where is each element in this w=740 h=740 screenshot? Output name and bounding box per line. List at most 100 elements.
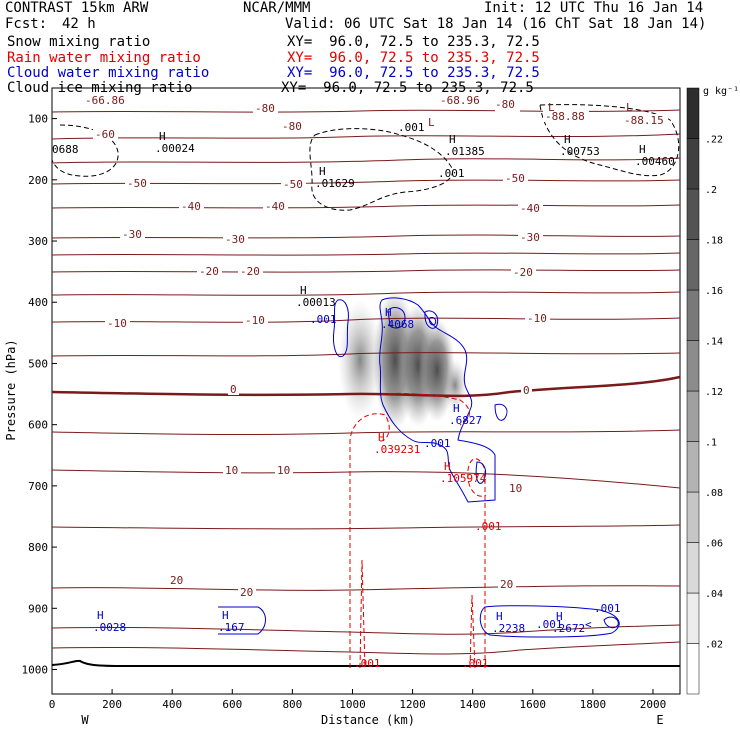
x-tick-label: 1200: [399, 698, 426, 711]
isotherm-plus-20: [52, 585, 680, 591]
cloud-water-contours: [218, 297, 620, 638]
isotherm-label-text: -10: [245, 314, 265, 327]
maximum-label: H.2238: [492, 610, 525, 635]
cloud-water-east-cell: [494, 403, 508, 421]
isotherm-label-bg: [525, 312, 550, 324]
isotherm-label: -80: [253, 102, 278, 115]
isotherm-label-bg: [275, 464, 293, 476]
isotherm-label-text: 0: [230, 383, 237, 396]
x-tick-label: 600: [222, 698, 242, 711]
colorbar: .02 .04 .06 .08 .1 .12 .14 .16 .18 .2 .22: [686, 87, 723, 695]
x-tick-label: 0: [49, 698, 56, 711]
maximum-mark: H: [300, 284, 307, 297]
isotherm-label: -50: [281, 178, 306, 191]
maximum-label: H.4068: [381, 306, 414, 331]
maximum-mark: H: [556, 610, 563, 623]
isotherm-label-text: 0: [523, 384, 530, 397]
x-tick-label: 1000: [339, 698, 366, 711]
colorbar-unit: g kg⁻¹: [703, 86, 739, 97]
x-tick-label: 200: [102, 698, 122, 711]
isotherm-label-text: -80: [495, 98, 515, 111]
rain-contour-column: [467, 458, 487, 668]
maximum-value: .105974: [440, 472, 487, 485]
x-tick-label: 2000: [640, 698, 667, 711]
isotherm-label-bg: [243, 314, 268, 326]
colorbar-swatch: [686, 340, 700, 392]
y-axis-label: Pressure (hPa): [4, 339, 18, 440]
isotherm-label: -40: [518, 202, 543, 215]
isotherm-label: -10: [525, 312, 550, 325]
cloud-water-left-cell: [333, 299, 349, 358]
colorbar-swatch: [686, 138, 700, 190]
isotherm-label-text: -20: [240, 265, 260, 278]
colorbar-swatch: [686, 87, 700, 139]
maximum-value: .2238: [492, 622, 525, 635]
misc-label: <: [585, 618, 592, 631]
cloud-water-west-surface: [218, 606, 266, 635]
isotherm-label: -88.88: [543, 110, 589, 123]
maximum-label: H.00013: [296, 284, 336, 309]
maximum-value: .01629: [315, 177, 355, 190]
isotherm-label: -30: [120, 228, 145, 241]
maximum-mark: H: [159, 130, 166, 143]
colorbar-tick-label: .04: [705, 589, 723, 600]
isotherm-label: -30: [223, 233, 248, 246]
isotherm-label-bg: [263, 200, 288, 212]
rain-contour-top: [379, 392, 470, 426]
isotherm-label-bg: [125, 177, 150, 189]
y-tick-label: 400: [28, 296, 48, 309]
isotherm-label: 20: [498, 578, 516, 591]
forecast-label: Fcst:: [5, 16, 48, 32]
isotherm-plus-10: [52, 469, 680, 489]
colorbar-tick-label: .16: [705, 286, 723, 297]
isotherm-label: -10: [105, 317, 130, 330]
isotherm-label-bg: [518, 231, 543, 243]
colorbar-tick-label: .18: [705, 236, 723, 247]
isotherm-label: -40: [263, 200, 288, 213]
isotherm-label-text: -50: [283, 178, 303, 191]
y-tick-label: 900: [28, 602, 48, 615]
rain-contours: [349, 392, 487, 669]
maximum-label: H.01385: [445, 133, 485, 158]
isotherm-minus-5: [52, 352, 680, 357]
forecast-hours: 42 h: [62, 16, 96, 32]
isotherm-label-bg: [622, 114, 668, 126]
isotherm-label-bg: [83, 94, 129, 106]
east-label: E: [656, 713, 663, 727]
maximum-mark: H: [564, 133, 571, 146]
snow-blob-west: [338, 300, 382, 420]
ice-contour-central: [309, 128, 453, 211]
isotherm-plus-30: [52, 641, 680, 655]
isotherm-label-text: -50: [505, 172, 525, 185]
colorbar-tick-label: .14: [705, 337, 723, 348]
isotherm-label: 0: [521, 384, 532, 397]
colorbar-swatch: [686, 441, 700, 493]
isotherm-label-text: -30: [520, 231, 540, 244]
minimum-mark: L: [428, 116, 435, 129]
isotherm-minus-60-a: [52, 133, 680, 140]
ground-surface: [52, 659, 680, 667]
isotherm-plus-25: [52, 624, 680, 635]
colorbar-swatch: [686, 390, 700, 442]
y-tick-label: 800: [28, 541, 48, 554]
y-tick-label: 600: [28, 419, 48, 432]
maximum-label: H.01629: [315, 165, 355, 190]
isotherm-minus-30: [52, 234, 680, 239]
isotherm-label-text: 10: [277, 464, 290, 477]
y-tick-label: 1000: [22, 664, 49, 677]
y-tick-label: 700: [28, 480, 48, 493]
misc-label: .001: [536, 618, 563, 631]
misc-label: .001: [462, 657, 489, 670]
colorbar-tick-label: .02: [705, 640, 723, 651]
maximum-value: .00460: [635, 155, 675, 168]
isotherm-label-text: -30: [225, 233, 245, 246]
isotherm-label-bg: [168, 574, 186, 586]
init-time: Init: 12 UTC Thu 16 Jan 14: [484, 0, 704, 16]
cloud-water-inner-core: [387, 307, 406, 329]
isotherm-label-bg: [543, 110, 589, 122]
isotherm-label-bg: [280, 120, 305, 132]
maximum-mark: H: [449, 133, 456, 146]
isotherm-label-text: -88.15: [624, 114, 664, 127]
isotherm-label-bg: [120, 228, 145, 240]
